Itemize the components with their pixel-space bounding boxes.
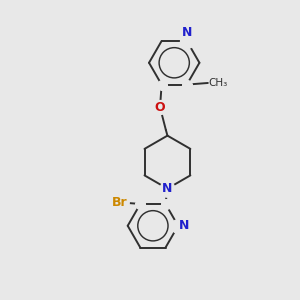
Text: N: N xyxy=(182,26,193,39)
Text: N: N xyxy=(179,219,190,232)
Text: O: O xyxy=(155,101,165,114)
Text: Br: Br xyxy=(112,196,127,209)
Text: N: N xyxy=(162,182,172,195)
Text: CH₃: CH₃ xyxy=(209,78,228,88)
